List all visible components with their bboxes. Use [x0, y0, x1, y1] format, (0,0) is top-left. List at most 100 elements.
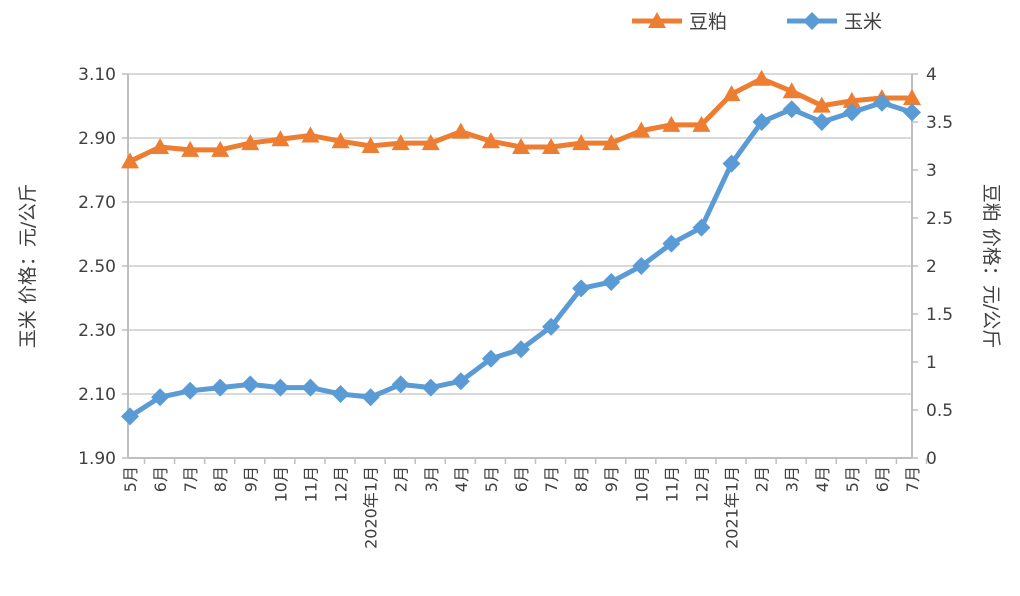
- x-tick-label: 12月: [692, 466, 711, 502]
- x-tick-label: 4月: [813, 466, 832, 492]
- x-tick-label: 9月: [241, 466, 260, 492]
- data-point-triangle: [391, 134, 410, 151]
- data-point-triangle: [211, 140, 230, 157]
- x-tick-label: 11月: [662, 466, 681, 502]
- data-point-diamond: [241, 375, 260, 394]
- data-point-triangle: [602, 134, 621, 151]
- y-right-tick-label: 3: [926, 161, 937, 181]
- x-tick-label: 7月: [903, 466, 922, 492]
- data-point-diamond: [782, 100, 801, 119]
- legend-label: 玉米: [844, 11, 882, 33]
- data-point-diamond: [722, 154, 741, 173]
- x-tick-label: 5月: [482, 466, 501, 492]
- data-point-diamond: [421, 378, 440, 397]
- legend-label: 豆粕: [689, 11, 727, 33]
- series-soymeal: [121, 69, 921, 169]
- data-point-triangle: [451, 122, 470, 139]
- x-tick-label: 9月: [602, 466, 621, 492]
- data-point-diamond: [752, 113, 771, 131]
- x-tick-label: 10月: [271, 466, 290, 502]
- x-tick-label: 10月: [632, 466, 651, 502]
- y-left-tick-label: 1.90: [78, 449, 116, 469]
- y-right-tick-label: 0.5: [926, 401, 953, 421]
- data-point-diamond: [903, 103, 921, 122]
- data-point-diamond: [301, 378, 320, 397]
- data-point-triangle: [181, 140, 200, 157]
- y-left-tick-label: 2.70: [78, 193, 116, 213]
- y-left-tick-label: 2.10: [78, 385, 116, 405]
- data-point-diamond: [451, 372, 470, 391]
- y-axis-right-label: 豆粕 价格：元/公斤: [980, 184, 1002, 348]
- y-right-tick-label: 2: [926, 257, 937, 277]
- data-point-triangle: [542, 137, 561, 154]
- data-point-diamond: [542, 317, 561, 336]
- y-left-tick-label: 2.90: [78, 129, 116, 149]
- data-point-diamond: [361, 388, 380, 407]
- data-point-triangle: [301, 126, 320, 143]
- data-point-diamond: [692, 218, 711, 237]
- data-point-diamond: [872, 93, 891, 112]
- x-tick-label: 12月: [332, 466, 351, 502]
- data-point-triangle: [842, 91, 861, 108]
- x-tick-label: 8月: [211, 466, 230, 492]
- legend-marker: [648, 12, 666, 28]
- data-point-triangle: [151, 137, 170, 154]
- data-point-diamond: [271, 378, 290, 397]
- data-point-diamond: [812, 113, 831, 131]
- x-tick-label: 8月: [572, 466, 591, 492]
- y-left-tick-label: 2.30: [78, 321, 116, 341]
- data-point-diamond: [181, 381, 200, 400]
- data-point-triangle: [782, 82, 801, 99]
- data-point-diamond: [572, 279, 591, 298]
- y-right-tick-label: 1: [926, 353, 937, 373]
- y-right-tick-label: 0: [926, 449, 937, 469]
- data-point-diamond: [512, 340, 530, 359]
- data-point-triangle: [331, 132, 350, 149]
- y-left-tick-label: 2.50: [78, 257, 116, 277]
- x-tick-label: 7月: [181, 466, 200, 492]
- data-point-diamond: [602, 273, 621, 291]
- x-tick-label: 11月: [301, 466, 320, 502]
- x-tick-label: 4月: [452, 466, 471, 492]
- data-point-diamond: [632, 257, 651, 275]
- legend-marker: [803, 12, 821, 30]
- data-point-triangle: [241, 134, 260, 151]
- data-point-diamond: [481, 349, 500, 368]
- data-point-triangle: [692, 115, 711, 132]
- data-point-triangle: [271, 130, 290, 147]
- y-right-tick-label: 1.5: [926, 305, 953, 325]
- data-point-triangle: [812, 96, 831, 113]
- x-tick-label: 6月: [512, 466, 531, 492]
- y-right-tick-label: 2.5: [926, 209, 953, 229]
- data-point-triangle: [421, 134, 440, 151]
- data-point-triangle: [361, 137, 380, 153]
- data-point-diamond: [842, 103, 861, 122]
- x-tick-label: 6月: [873, 466, 892, 492]
- data-point-diamond: [121, 407, 139, 426]
- data-point-triangle: [512, 137, 530, 154]
- data-point-triangle: [632, 121, 651, 138]
- x-tick-label: 3月: [422, 466, 441, 492]
- x-tick-label: 5月: [843, 466, 862, 492]
- legend: 豆粕 玉米: [632, 11, 882, 33]
- x-tick-label: 6月: [151, 466, 170, 492]
- data-point-diamond: [151, 388, 170, 407]
- y-axis-left-label: 玉米 价格：元/公斤: [17, 184, 39, 348]
- x-tick-label: 2021年1月: [723, 466, 742, 549]
- data-point-triangle: [481, 132, 500, 149]
- data-point-triangle: [722, 85, 741, 102]
- series-corn: [121, 93, 921, 426]
- x-tick-label: 2月: [392, 466, 411, 492]
- data-point-triangle: [662, 115, 681, 132]
- data-point-diamond: [391, 375, 410, 394]
- y-right-tick-label: 3.5: [926, 113, 953, 133]
- data-point-diamond: [331, 385, 350, 403]
- data-point-triangle: [121, 152, 139, 169]
- data-point-triangle: [572, 134, 591, 151]
- data-point-diamond: [662, 234, 681, 253]
- data-point-diamond: [211, 378, 230, 397]
- x-tick-label: 2020年1月: [362, 466, 381, 549]
- x-tick-label: 7月: [542, 466, 561, 492]
- x-tick-label: 5月: [121, 466, 140, 492]
